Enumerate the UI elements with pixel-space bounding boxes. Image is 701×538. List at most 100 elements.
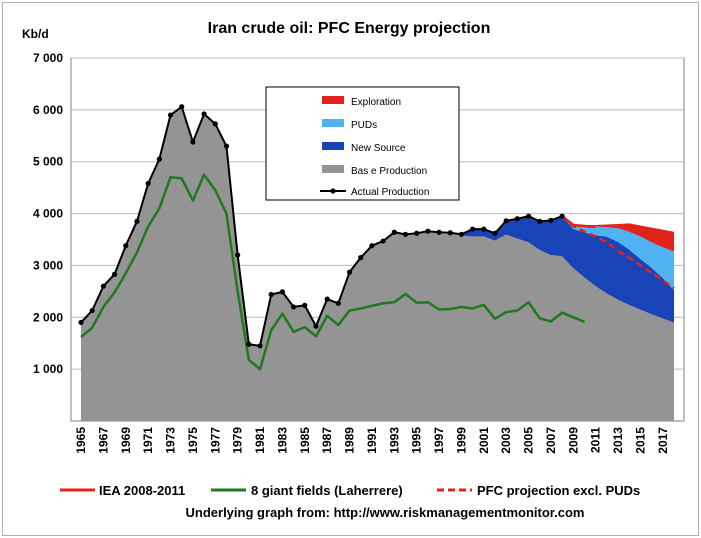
x-tick-label: 2007 bbox=[544, 427, 558, 454]
legend-swatch-base-production bbox=[322, 165, 344, 173]
x-tick-label: 1979 bbox=[231, 427, 245, 454]
x-tick-label: 2013 bbox=[611, 427, 625, 454]
point-actual-production bbox=[279, 289, 285, 295]
x-tick-label: 2009 bbox=[566, 427, 580, 454]
legend-marker-actual-production bbox=[330, 188, 336, 194]
x-tick-label: 1965 bbox=[74, 427, 88, 454]
point-actual-production bbox=[335, 300, 341, 306]
legend-label-giant-fields: 8 giant fields (Laherrere) bbox=[251, 483, 403, 498]
point-actual-production bbox=[458, 231, 465, 237]
y-tick-label: 5 000 bbox=[33, 155, 63, 169]
legend-swatch-exploration bbox=[322, 96, 344, 104]
bottom-legend: IEA 2008-2011 8 giant fields (Laherrere)… bbox=[60, 483, 640, 498]
point-actual-production bbox=[391, 229, 397, 235]
x-tick-label: 2003 bbox=[499, 427, 513, 454]
point-actual-production bbox=[111, 271, 118, 277]
x-tick-label: 1967 bbox=[96, 427, 110, 454]
point-actual-production bbox=[503, 218, 509, 224]
point-actual-production bbox=[167, 112, 174, 118]
point-actual-production bbox=[481, 226, 487, 232]
y-tick-label: 4 000 bbox=[33, 207, 63, 221]
point-actual-production bbox=[223, 143, 230, 149]
point-actual-production bbox=[302, 302, 308, 308]
point-actual-production bbox=[525, 213, 532, 219]
inner-legend: Exploration PUDs New Source Bas e Produc… bbox=[265, 86, 460, 201]
point-actual-production bbox=[235, 252, 241, 258]
legend-label-pfc-excl-puds: PFC projection excl. PUDs bbox=[477, 483, 640, 498]
point-actual-production bbox=[123, 243, 129, 249]
point-actual-production bbox=[156, 156, 162, 162]
line-pfc-excl-puds bbox=[561, 215, 675, 290]
x-tick-label: 2015 bbox=[633, 427, 647, 454]
legend-label-new-source: New Source bbox=[351, 143, 406, 154]
legend-swatch-puds bbox=[322, 119, 344, 127]
legend-label-actual-production: Actual Production bbox=[351, 187, 429, 198]
y-tick-label: 6 000 bbox=[33, 103, 63, 117]
point-actual-production bbox=[268, 291, 274, 298]
point-actual-production bbox=[402, 231, 409, 237]
point-actual-production bbox=[425, 228, 431, 234]
point-actual-production bbox=[257, 343, 263, 349]
x-axis-ticks: 1965 1967 1969 1971 1973 1975 1977 1979 1981 1983… bbox=[74, 427, 670, 454]
x-tick-label: 2011 bbox=[589, 427, 603, 453]
point-actual-production bbox=[212, 121, 218, 127]
y-tick-label: 2 000 bbox=[33, 310, 63, 324]
series-lines bbox=[78, 104, 675, 371]
legend-label-base-production: Bas e Production bbox=[351, 166, 427, 177]
x-tick-label: 1997 bbox=[432, 427, 446, 454]
point-actual-production bbox=[246, 341, 252, 347]
point-actual-production bbox=[369, 243, 375, 249]
chart-title: Iran crude oil: PFC Energy projection bbox=[208, 20, 491, 37]
legend-swatch-new-source bbox=[322, 142, 344, 150]
line-giant-fields bbox=[80, 173, 585, 371]
x-tick-label: 1987 bbox=[320, 427, 334, 454]
x-tick-label: 1969 bbox=[119, 427, 133, 454]
point-actual-production bbox=[447, 230, 453, 236]
line-iea bbox=[561, 215, 596, 229]
x-tick-label: 1983 bbox=[275, 427, 289, 454]
point-actual-production bbox=[313, 323, 319, 329]
area-bas-e-production bbox=[81, 106, 674, 421]
point-actual-production bbox=[470, 226, 476, 232]
x-tick-label: 1971 bbox=[141, 427, 155, 454]
source-note: Underlying graph from: http://www.riskma… bbox=[186, 505, 585, 520]
x-tick-label: 1981 bbox=[253, 427, 267, 454]
legend-label-exploration: Exploration bbox=[351, 97, 401, 108]
x-tick-label: 2001 bbox=[477, 427, 491, 454]
inner-legend-box bbox=[265, 86, 460, 201]
point-actual-production bbox=[145, 180, 151, 187]
y-axis-label: Kb/d bbox=[22, 27, 49, 41]
x-tick-label: 1993 bbox=[387, 427, 401, 454]
point-actual-production bbox=[290, 304, 297, 310]
point-actual-production bbox=[514, 216, 520, 222]
y-tick-label: 1 000 bbox=[33, 362, 63, 376]
x-tick-label: 1991 bbox=[365, 427, 379, 454]
point-actual-production bbox=[548, 217, 554, 223]
x-tick-label: 1977 bbox=[208, 427, 222, 454]
point-actual-production bbox=[414, 230, 420, 236]
x-tick-label: 1985 bbox=[298, 427, 312, 454]
point-actual-production bbox=[190, 139, 196, 145]
point-actual-production bbox=[537, 218, 543, 224]
point-actual-production bbox=[492, 230, 498, 236]
legend-label-iea: IEA 2008-2011 bbox=[99, 483, 185, 498]
point-actual-production bbox=[201, 111, 207, 117]
point-actual-production bbox=[134, 218, 140, 224]
x-tick-label: 1999 bbox=[454, 427, 468, 454]
point-actual-production bbox=[78, 319, 84, 326]
point-actual-production bbox=[436, 229, 442, 235]
x-tick-label: 1973 bbox=[164, 427, 178, 454]
legend-label-puds: PUDs bbox=[351, 120, 377, 131]
y-tick-label: 7 000 bbox=[33, 51, 63, 65]
x-tick-label: 1989 bbox=[343, 427, 357, 454]
point-actual-production bbox=[100, 283, 106, 289]
point-actual-production bbox=[324, 296, 330, 302]
point-actual-production bbox=[358, 255, 364, 261]
x-tick-label: 2005 bbox=[522, 427, 536, 454]
y-axis-ticks: 7 000 6 000 5 000 4 000 3 000 2 000 1 000 bbox=[33, 51, 63, 376]
point-actual-production bbox=[346, 269, 353, 275]
y-tick-label: 3 000 bbox=[33, 258, 63, 272]
